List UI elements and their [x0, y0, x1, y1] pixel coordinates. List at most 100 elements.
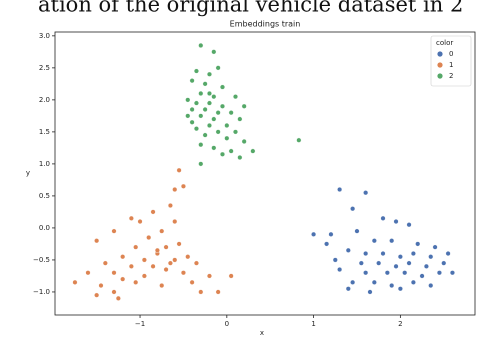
point: [98, 283, 104, 289]
point: [198, 113, 204, 119]
point: [115, 295, 121, 301]
point: [94, 292, 100, 298]
point: [415, 241, 421, 247]
point: [393, 219, 399, 225]
point: [189, 119, 195, 125]
caption: ation of the original vehicle dataset in…: [38, 0, 463, 17]
point: [189, 78, 195, 84]
point: [441, 260, 447, 266]
point: [206, 122, 212, 128]
point: [206, 273, 212, 279]
point: [198, 161, 204, 167]
point: [219, 84, 225, 90]
point: [406, 260, 412, 266]
point: [402, 270, 408, 276]
point: [363, 251, 369, 257]
y-tick-label: 2.5: [39, 64, 50, 72]
point: [172, 219, 178, 225]
point: [224, 135, 230, 141]
point: [350, 206, 356, 212]
point: [449, 270, 455, 276]
point: [189, 106, 195, 112]
legend-marker: [437, 73, 443, 79]
point: [380, 215, 386, 221]
point: [215, 65, 221, 71]
chart-title: Embeddings train: [230, 20, 301, 29]
point: [219, 151, 225, 157]
point: [211, 145, 217, 151]
legend-label: 1: [449, 61, 453, 69]
point: [241, 103, 247, 109]
y-tick-label: 1.5: [39, 128, 50, 136]
y-tick-label: 2.0: [39, 96, 50, 104]
point: [345, 247, 351, 253]
y-tick-label: 0.5: [39, 192, 50, 200]
point: [94, 238, 100, 244]
point: [376, 260, 382, 266]
y-tick-label: 3.0: [39, 32, 50, 40]
point: [111, 228, 117, 234]
point: [193, 100, 199, 106]
point: [202, 81, 208, 87]
point: [324, 241, 330, 247]
point: [250, 148, 256, 154]
point: [206, 100, 212, 106]
point: [111, 270, 117, 276]
point: [206, 71, 212, 77]
x-tick-label: −1: [135, 320, 145, 328]
point: [397, 254, 403, 260]
legend-label: 2: [449, 72, 453, 80]
point: [419, 273, 425, 279]
point: [172, 187, 178, 193]
point: [133, 279, 139, 285]
point: [432, 244, 438, 250]
point: [389, 238, 395, 244]
point: [428, 283, 434, 289]
point: [228, 148, 234, 154]
point: [445, 251, 451, 257]
point: [232, 94, 238, 100]
point: [133, 244, 139, 250]
point: [159, 228, 165, 234]
legend-marker: [437, 51, 443, 57]
point: [167, 203, 173, 209]
point: [193, 68, 199, 74]
point: [154, 247, 160, 253]
point: [176, 167, 182, 173]
x-axis-label: x: [260, 329, 264, 337]
point: [436, 270, 442, 276]
point: [202, 106, 208, 112]
point: [410, 251, 416, 257]
point: [198, 289, 204, 295]
point: [215, 110, 221, 116]
point: [232, 129, 238, 135]
point: [211, 116, 217, 122]
y-tick-label: 1.0: [39, 160, 50, 168]
point: [150, 209, 156, 215]
point: [206, 90, 212, 96]
point: [172, 257, 178, 263]
point: [163, 244, 169, 250]
point: [180, 183, 186, 189]
legend-label: 0: [449, 50, 453, 58]
point: [367, 289, 373, 295]
point: [345, 286, 351, 292]
point: [237, 116, 243, 122]
point: [350, 279, 356, 285]
point: [393, 263, 399, 269]
point: [120, 276, 126, 282]
point: [141, 257, 147, 263]
point: [332, 257, 338, 263]
point: [128, 215, 134, 221]
point: [211, 94, 217, 100]
point: [198, 90, 204, 96]
legend-title: color: [436, 39, 453, 47]
point: [354, 228, 360, 234]
point: [180, 270, 186, 276]
point: [410, 279, 416, 285]
point: [198, 142, 204, 148]
point: [389, 283, 395, 289]
point: [224, 122, 230, 128]
point: [337, 267, 343, 273]
